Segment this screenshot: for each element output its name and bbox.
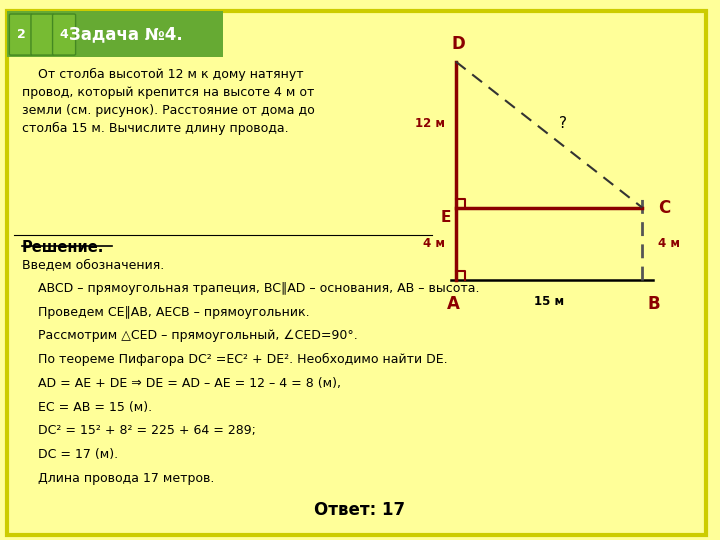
Text: EC = AB = 15 (м).: EC = AB = 15 (м). <box>22 401 152 414</box>
Text: Проведем CE∥AB, AECB – прямоугольник.: Проведем CE∥AB, AECB – прямоугольник. <box>22 306 309 319</box>
Text: 15 м: 15 м <box>534 295 564 308</box>
Text: Решение.: Решение. <box>22 240 104 255</box>
Text: 4: 4 <box>60 28 68 41</box>
Text: 2: 2 <box>17 28 25 41</box>
Text: Рассмотрим △CED – прямоугольный, ∠CED=90°.: Рассмотрим △CED – прямоугольный, ∠CED=90… <box>22 329 357 342</box>
Text: AD = AE + DE ⇒ DE = AD – AE = 12 – 4 = 8 (м),: AD = AE + DE ⇒ DE = AD – AE = 12 – 4 = 8… <box>22 377 341 390</box>
Text: 12 м: 12 м <box>415 117 444 130</box>
Text: Задача №4.: Задача №4. <box>69 25 183 44</box>
Text: От столба высотой 12 м к дому натянут
провод, который крепится на высоте 4 м от
: От столба высотой 12 м к дому натянут пр… <box>22 68 315 134</box>
Text: A: A <box>447 295 460 313</box>
Text: Введем обозначения.: Введем обозначения. <box>22 258 164 271</box>
Text: Ответ: 17: Ответ: 17 <box>315 501 405 519</box>
Text: B: B <box>647 295 660 313</box>
FancyBboxPatch shape <box>53 14 76 55</box>
Text: По теореме Пифагора DC² =EC² + DE². Необходимо найти DE.: По теореме Пифагора DC² =EC² + DE². Необ… <box>22 353 447 366</box>
Text: DC² = 15² + 8² = 225 + 64 = 289;: DC² = 15² + 8² = 225 + 64 = 289; <box>22 424 256 437</box>
Text: 4 м: 4 м <box>658 237 680 250</box>
Text: Длина провода 17 метров.: Длина провода 17 метров. <box>22 472 214 485</box>
FancyBboxPatch shape <box>9 14 32 55</box>
FancyBboxPatch shape <box>7 11 223 57</box>
Text: DC = 17 (м).: DC = 17 (м). <box>22 448 118 461</box>
Text: E: E <box>441 210 451 225</box>
Text: C: C <box>658 199 670 217</box>
Text: ABCD – прямоугольная трапеция, BC∥AD – основания, AB – высота.: ABCD – прямоугольная трапеция, BC∥AD – о… <box>22 282 479 295</box>
FancyBboxPatch shape <box>31 14 54 55</box>
Text: ?: ? <box>559 116 567 131</box>
Text: D: D <box>451 35 465 52</box>
Text: 4 м: 4 м <box>423 237 444 250</box>
